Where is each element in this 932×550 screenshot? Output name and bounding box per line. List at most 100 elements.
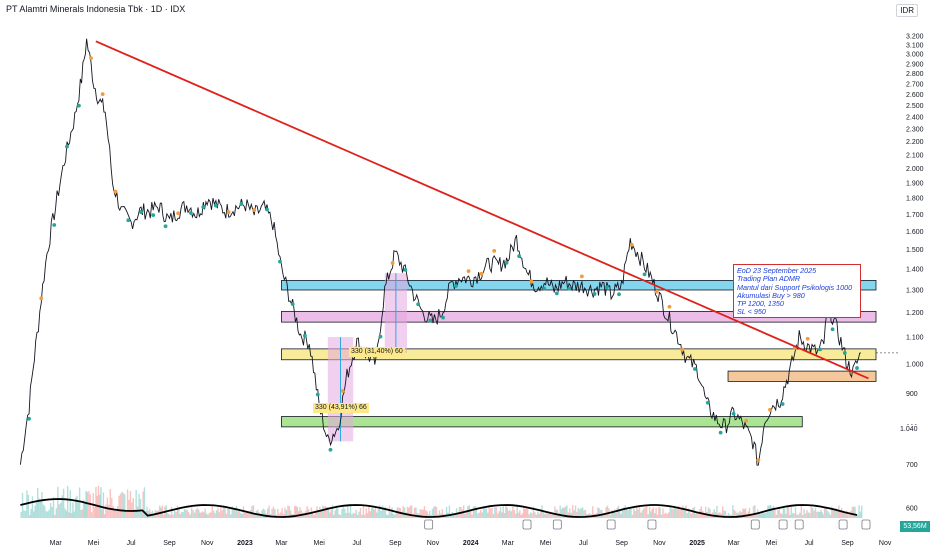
volume-bar (816, 511, 818, 518)
volume-bar (839, 511, 841, 518)
volume-bar (598, 508, 600, 518)
volume-bar (683, 507, 686, 518)
volume-bar (391, 507, 393, 518)
volume-bar (782, 507, 785, 518)
volume-bar (121, 491, 123, 518)
buy-dot (163, 224, 168, 229)
x-tick-label: Jul (352, 540, 361, 547)
x-tick-label: 2023 (237, 540, 253, 547)
volume-bar (724, 511, 727, 518)
buy-dot (705, 400, 710, 405)
volume-bar (551, 514, 553, 518)
sell-dot (252, 208, 257, 212)
volume-bar (445, 506, 448, 518)
volume-bar (84, 502, 86, 518)
volume-bar (57, 486, 59, 518)
volume-bar (638, 506, 641, 518)
volume-bar (755, 513, 757, 518)
buy-dot (315, 392, 320, 397)
volume-bar (142, 491, 144, 518)
buy-dot (126, 218, 131, 223)
x-tick-label: Nov (201, 540, 214, 547)
measure-label-upper: 330 (31,40%) 60 (349, 347, 405, 357)
x-axis[interactable]: Mar Mei Jul Sep Nov 2023 Mar Mei Jul Sep Nov 2024 Ma… (50, 540, 892, 547)
volume-bar (858, 505, 860, 518)
volume-bar (317, 510, 320, 518)
volume-bar (722, 506, 724, 518)
volume-bar (624, 505, 626, 518)
volume-bar (509, 509, 511, 518)
buy-dot (567, 286, 571, 291)
volume-bar (469, 510, 472, 518)
volume-bar (602, 513, 604, 518)
volume-bar (677, 505, 680, 518)
volume-layer (20, 485, 863, 518)
volume-bar (192, 510, 194, 518)
volume-bar (529, 512, 532, 518)
volume-bar (201, 511, 204, 518)
volume-bar (313, 514, 315, 518)
volume-bar (282, 513, 285, 518)
volume-bar (351, 514, 353, 518)
x-tick-label: Mei (766, 540, 778, 547)
volume-bar (288, 506, 291, 518)
volume-bar (619, 510, 621, 518)
volume-bar (764, 513, 766, 518)
volume-bar (186, 510, 189, 518)
volume-bar (482, 506, 485, 518)
volume-bar (707, 507, 710, 518)
volume-bar (759, 514, 761, 518)
volume-bar (386, 514, 388, 518)
volume-bar (244, 512, 246, 518)
volume-bar (109, 489, 112, 518)
volume-bar (497, 513, 499, 518)
volume-bar (623, 507, 625, 518)
volume-bar (794, 507, 797, 518)
volume-bar (750, 514, 752, 518)
volume-bar (415, 507, 417, 518)
y-tick-label: 2.700 (906, 81, 924, 88)
volume-bar (825, 507, 827, 518)
x-tick-label: Nov (427, 540, 440, 547)
volume-bar (579, 509, 581, 518)
volume-bar (823, 508, 826, 518)
sell-dot (768, 407, 772, 412)
volume-bar (742, 508, 744, 518)
buy-dot (642, 272, 647, 277)
volume-bar (423, 506, 426, 518)
volume-bar (521, 513, 524, 518)
chart-title: PT Alamtri Minerals Indonesia Tbk · 1D ·… (6, 4, 186, 14)
volume-bar (506, 507, 508, 518)
x-tick-label: Nov (879, 540, 892, 547)
volume-bar (668, 512, 670, 518)
volume-bar (41, 492, 43, 518)
volume-bar (370, 507, 373, 518)
buy-dot (52, 223, 57, 227)
volume-bar (498, 511, 500, 518)
y-tick-label: 2.100 (906, 152, 924, 159)
volume-bar (45, 511, 47, 518)
trendline-layer[interactable] (95, 40, 869, 380)
volume-bar (80, 509, 82, 518)
volume-bar (480, 509, 482, 518)
volume-bar (828, 512, 830, 518)
volume-bar (560, 509, 563, 518)
currency-badge[interactable]: IDR (896, 4, 918, 17)
sell-dot (529, 279, 534, 284)
price-line (19, 38, 862, 466)
volume-bar (679, 509, 681, 518)
resistance-trendline (95, 40, 869, 380)
volume-bar (474, 505, 476, 518)
volume-bar (338, 514, 340, 518)
volume-bar (441, 509, 444, 518)
trading-plan-note[interactable]: EoD 23 September 2025 Trading Plan ADMR … (733, 264, 861, 318)
volume-bar (682, 505, 684, 518)
volume-bar (523, 506, 525, 518)
volume-bar (492, 513, 495, 518)
volume-bar (548, 513, 550, 518)
buy-dot (830, 327, 835, 332)
volume-bar (616, 507, 618, 518)
volume-bar (162, 514, 165, 518)
